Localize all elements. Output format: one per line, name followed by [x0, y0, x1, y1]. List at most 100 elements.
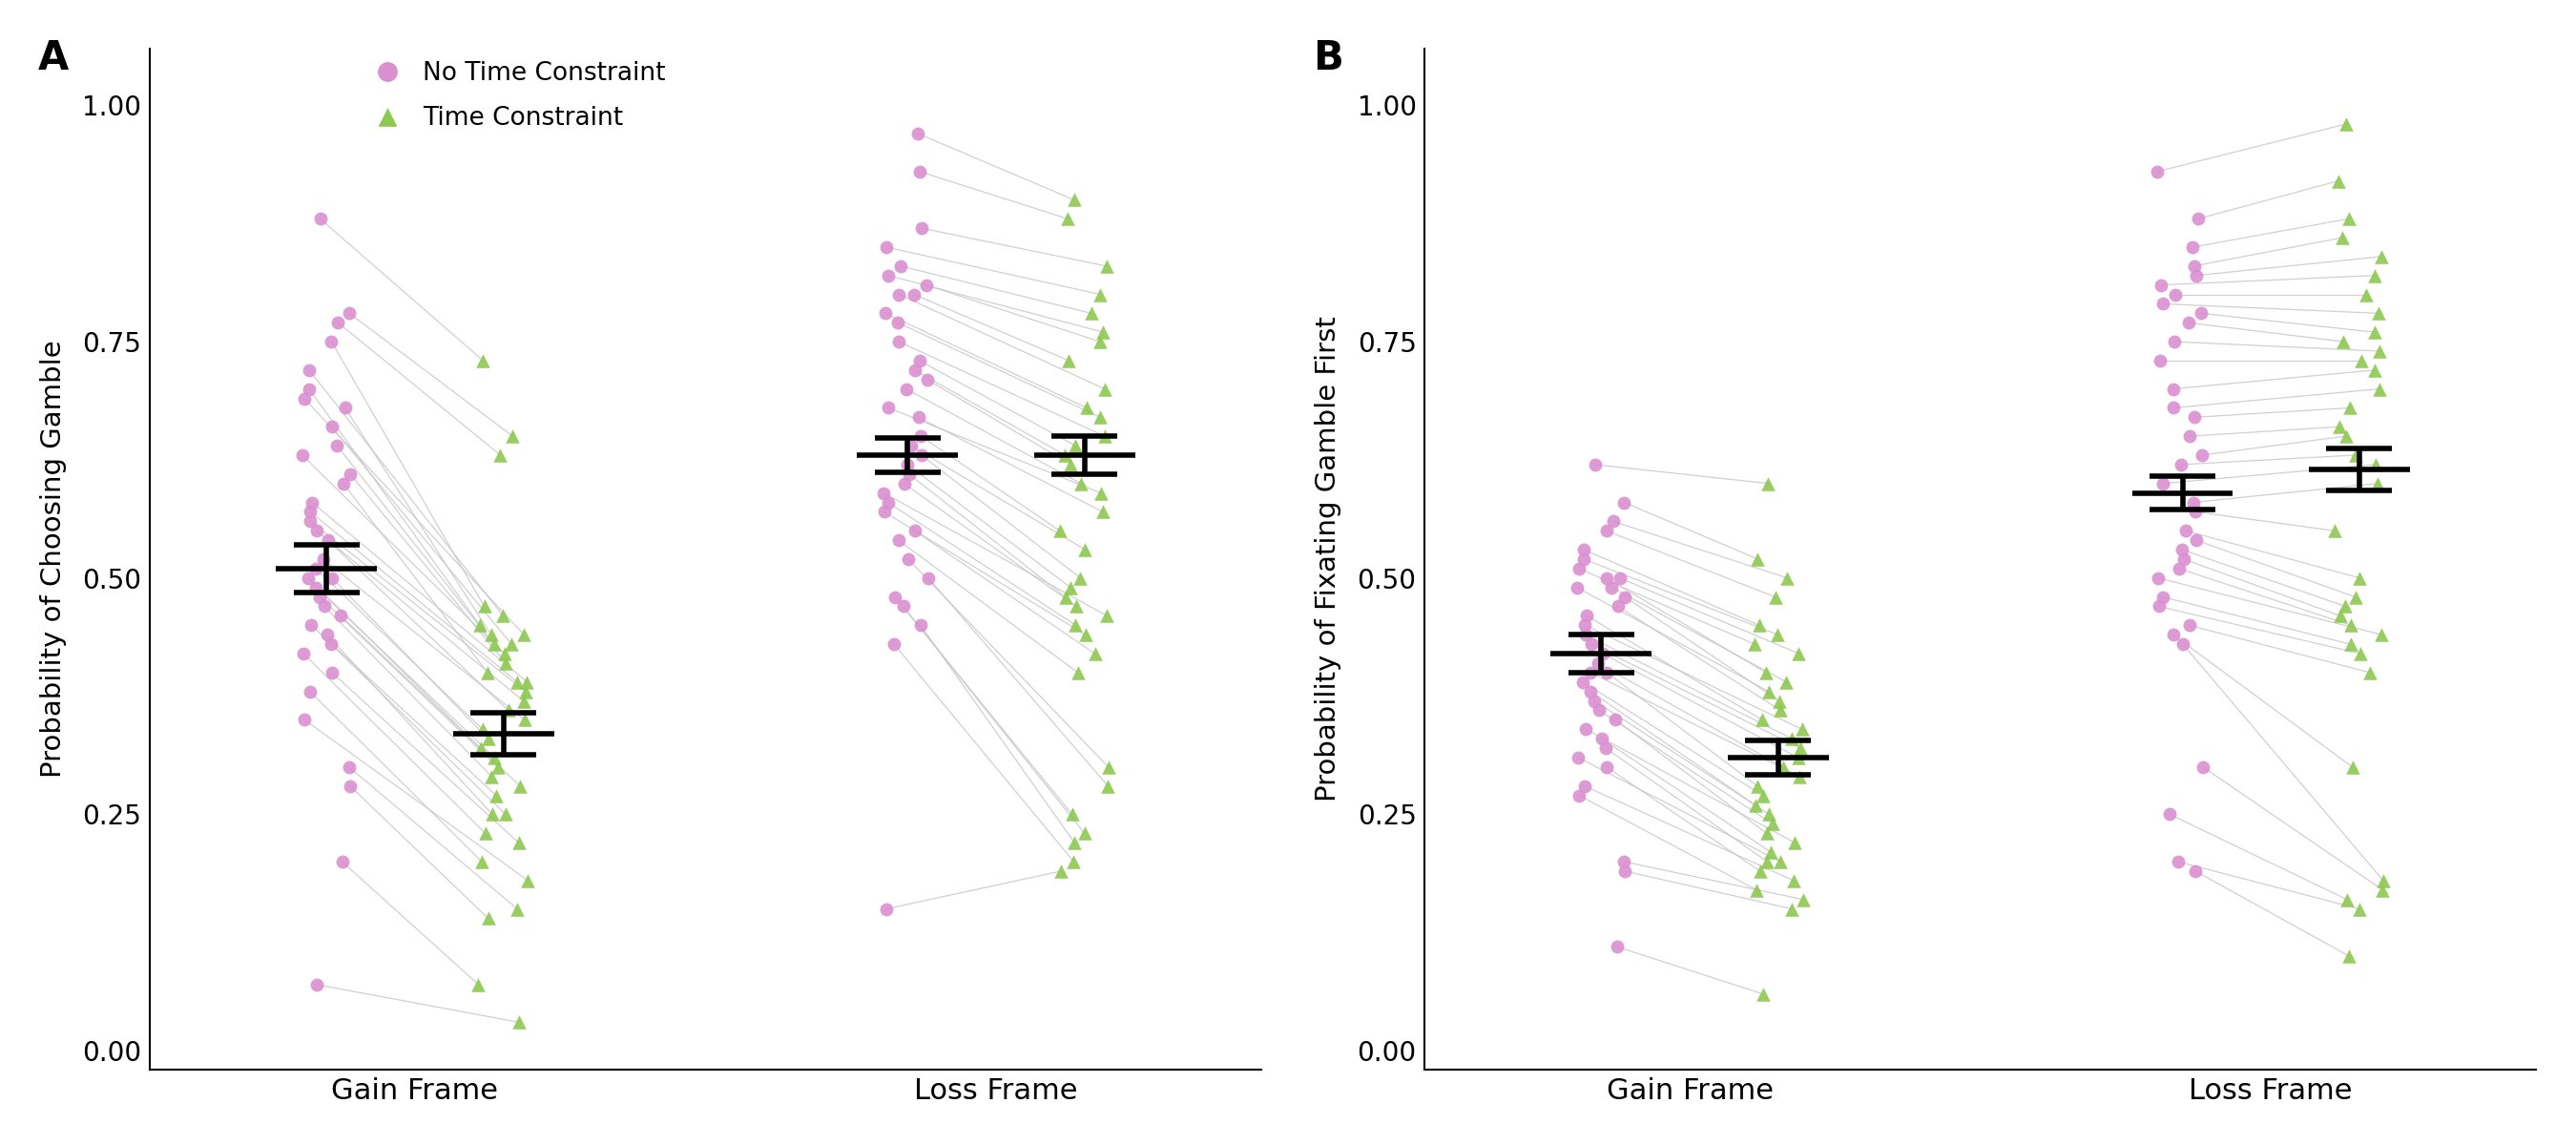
Point — [1587, 758, 1628, 776]
Point — [2148, 805, 2190, 823]
Point — [873, 635, 914, 654]
Point — [471, 625, 513, 643]
Point — [1061, 474, 1103, 492]
Point — [1558, 787, 1600, 805]
Point — [289, 361, 330, 379]
Point — [1757, 625, 1798, 643]
Point — [2342, 352, 2383, 370]
Point — [2354, 456, 2396, 474]
Point — [1041, 862, 1082, 881]
Point — [482, 607, 523, 625]
Point — [497, 673, 538, 692]
Point — [1584, 739, 1625, 757]
Point — [884, 598, 925, 616]
Point — [317, 436, 358, 455]
Point — [291, 616, 332, 634]
Point — [296, 976, 337, 994]
Point — [1759, 692, 1801, 710]
Point — [1605, 862, 1646, 881]
Point — [484, 645, 526, 663]
Point — [487, 701, 528, 719]
Point — [2154, 398, 2195, 417]
Point — [1079, 408, 1121, 426]
Point — [1777, 645, 1819, 663]
Y-axis label: Probability of Choosing Gamble: Probability of Choosing Gamble — [39, 340, 67, 777]
Point — [894, 361, 935, 379]
Point — [889, 465, 930, 483]
Point — [312, 418, 353, 436]
Point — [2169, 314, 2210, 332]
Point — [2324, 332, 2365, 350]
Point — [2177, 267, 2218, 285]
Point — [2169, 616, 2210, 634]
Point — [296, 560, 337, 578]
Point — [2326, 114, 2367, 133]
Point — [289, 682, 330, 701]
Point — [1780, 720, 1821, 739]
Point — [1043, 445, 1084, 464]
Point — [2174, 862, 2215, 881]
Point — [868, 493, 909, 512]
Point — [2154, 625, 2195, 643]
Point — [289, 503, 330, 521]
Point — [502, 692, 544, 710]
Point — [1739, 862, 1780, 881]
Point — [1558, 749, 1600, 767]
Point — [1054, 436, 1095, 455]
Point — [1749, 682, 1790, 701]
Point — [2339, 569, 2380, 587]
Point — [1775, 834, 1816, 852]
Point — [2324, 598, 2365, 616]
Point — [2159, 560, 2200, 578]
Y-axis label: Probability of Fixating Gamble First: Probability of Fixating Gamble First — [1314, 316, 1342, 802]
Point — [1747, 663, 1788, 681]
Point — [863, 483, 904, 502]
Point — [484, 654, 526, 672]
Point — [2182, 445, 2223, 464]
Point — [1600, 569, 1641, 587]
Point — [2164, 550, 2205, 568]
Point — [1064, 625, 1105, 643]
Point — [881, 256, 922, 275]
Point — [868, 398, 909, 417]
Point — [2138, 598, 2179, 616]
Point — [330, 305, 371, 323]
Point — [477, 787, 518, 805]
Point — [1059, 569, 1100, 587]
Point — [2154, 380, 2195, 398]
Point — [2362, 625, 2403, 643]
Point — [1084, 427, 1126, 445]
Point — [1605, 587, 1646, 606]
Point — [461, 720, 502, 739]
Point — [1749, 843, 1790, 861]
Point — [289, 380, 330, 398]
Point — [497, 900, 538, 918]
Point — [1087, 776, 1128, 795]
Point — [2161, 456, 2202, 474]
Point — [1087, 607, 1128, 625]
Point — [471, 767, 513, 785]
Point — [459, 976, 500, 994]
Point — [477, 758, 518, 776]
Point — [1759, 701, 1801, 719]
Point — [2331, 758, 2372, 776]
Point — [296, 522, 337, 540]
Point — [1592, 578, 1633, 597]
Point — [873, 587, 914, 606]
Point — [2174, 256, 2215, 275]
Point — [2141, 352, 2182, 370]
Point — [889, 550, 930, 568]
Point — [2154, 332, 2195, 350]
Point — [2360, 247, 2401, 266]
Point — [902, 219, 943, 237]
Point — [307, 531, 348, 550]
Point — [1749, 805, 1790, 823]
Point — [492, 427, 533, 445]
Point — [2360, 342, 2401, 361]
Point — [474, 635, 515, 654]
Text: B: B — [1314, 39, 1345, 79]
Point — [312, 569, 353, 587]
Point — [2329, 635, 2370, 654]
Point — [1564, 776, 1605, 795]
Point — [317, 314, 358, 332]
